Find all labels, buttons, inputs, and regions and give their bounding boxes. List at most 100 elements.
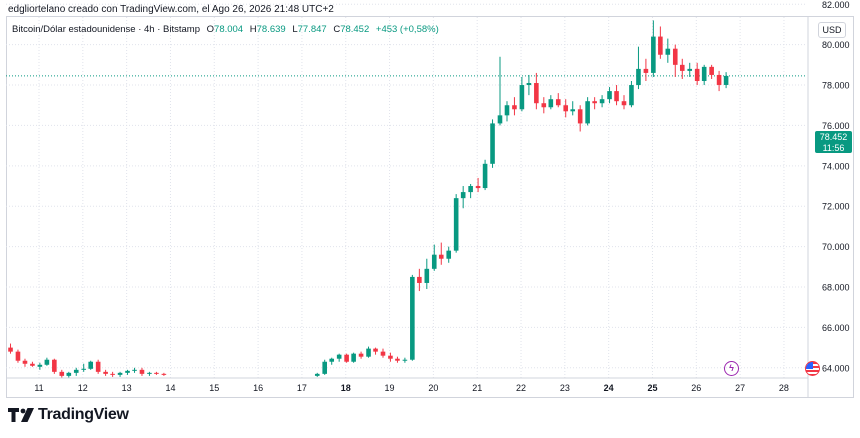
low-value: 77.847 [297,24,327,35]
candle [103,369,108,376]
candle [417,268,422,292]
candle [504,101,510,122]
candle-body [37,364,43,367]
high-label: H [249,24,257,35]
candle [322,359,328,375]
candle-body [577,109,583,124]
candle-body [81,368,86,370]
candle [526,74,532,96]
candle-body [344,354,349,362]
candle [607,87,612,104]
candle-body [446,250,452,259]
change-value: +453 (+0,58%) [375,24,439,35]
candle-body [388,355,393,359]
candle [59,369,65,378]
candle-body [103,371,108,374]
candle [314,372,320,377]
x-tick-label: 21 [472,383,482,393]
y-tick-label: 68.000 [822,283,850,293]
symbol-legend: Bitcoin/Dólar estadounidense · 4h · Bits… [12,24,439,35]
candle-body [329,358,335,362]
candle-series [8,20,729,378]
low-label: L [292,24,298,35]
candle-body [585,101,590,124]
candle [548,95,554,110]
candle [570,101,576,116]
candle [366,346,371,358]
candle [139,367,145,376]
candle [636,46,641,90]
candle [555,93,561,108]
candle [73,367,79,376]
y-tick-label: 64.000 [822,363,850,373]
y-tick-label: 82.000 [822,0,850,10]
candle-body [8,347,13,352]
candle [132,367,137,373]
candle-body [424,268,430,283]
candle-body [599,99,605,104]
candle [490,119,495,168]
candle-body [314,373,320,376]
us-flag-icon[interactable] [805,361,820,376]
currency-button[interactable]: USD [818,22,846,38]
candle-body [621,101,627,106]
grid-lines [6,3,807,378]
lightning-icon[interactable]: ϟ [724,361,739,376]
tradingview-logo[interactable]: TradingView [8,406,129,424]
bar-countdown: 11:56 [822,142,845,153]
candle [716,70,722,92]
candle-body [154,372,159,374]
candle-body [592,101,597,104]
candle-body [519,85,525,110]
candle-body [665,48,671,55]
x-tick-label: 24 [604,383,614,393]
x-tick-label: 22 [516,383,526,393]
x-tick-label: 14 [165,383,175,393]
candle [512,97,517,116]
x-tick-label: 25 [647,383,657,393]
symbol-name: Bitcoin/Dólar estadounidense · 4h · Bits… [12,24,200,35]
candle-body [15,351,21,361]
last-price-value: 78.452 [819,132,848,142]
candle [665,38,671,63]
candle [679,58,685,79]
candle-body [651,36,656,73]
candle-body [125,370,130,373]
candle-body [687,68,693,71]
candle [621,95,627,110]
chart-credit: edgliortelano creado con TradingView.com… [8,4,334,15]
candle [651,20,656,77]
candle-body [563,105,569,112]
candle [95,359,101,374]
candle-body [701,66,707,82]
candle-body [548,99,554,108]
chart-frame [6,16,854,398]
candle-body [88,361,94,369]
candle-body [453,198,459,251]
x-tick-label: 26 [691,383,701,393]
candle-body [395,358,400,361]
candle [672,44,678,77]
candle-body [468,186,473,193]
last-price-tag: 78.452 11:56 [815,131,852,153]
candle-body [723,75,729,85]
y-tick-label: 70.000 [822,242,850,252]
candle [585,97,590,126]
candle [482,159,488,191]
candle-body [322,361,328,374]
candle [66,371,72,378]
candle-body [410,276,415,360]
x-tick-label: 15 [209,383,219,393]
y-tick-label: 76.000 [822,121,850,131]
candle-body [402,359,408,361]
candle [15,349,21,363]
candle [519,76,525,112]
candle-body [490,123,495,164]
candle-body [132,369,137,371]
candle [388,352,393,362]
x-tick-label: 27 [735,383,745,393]
candle [599,95,605,108]
candle-body [95,361,101,372]
x-tick-label: 18 [341,383,351,393]
